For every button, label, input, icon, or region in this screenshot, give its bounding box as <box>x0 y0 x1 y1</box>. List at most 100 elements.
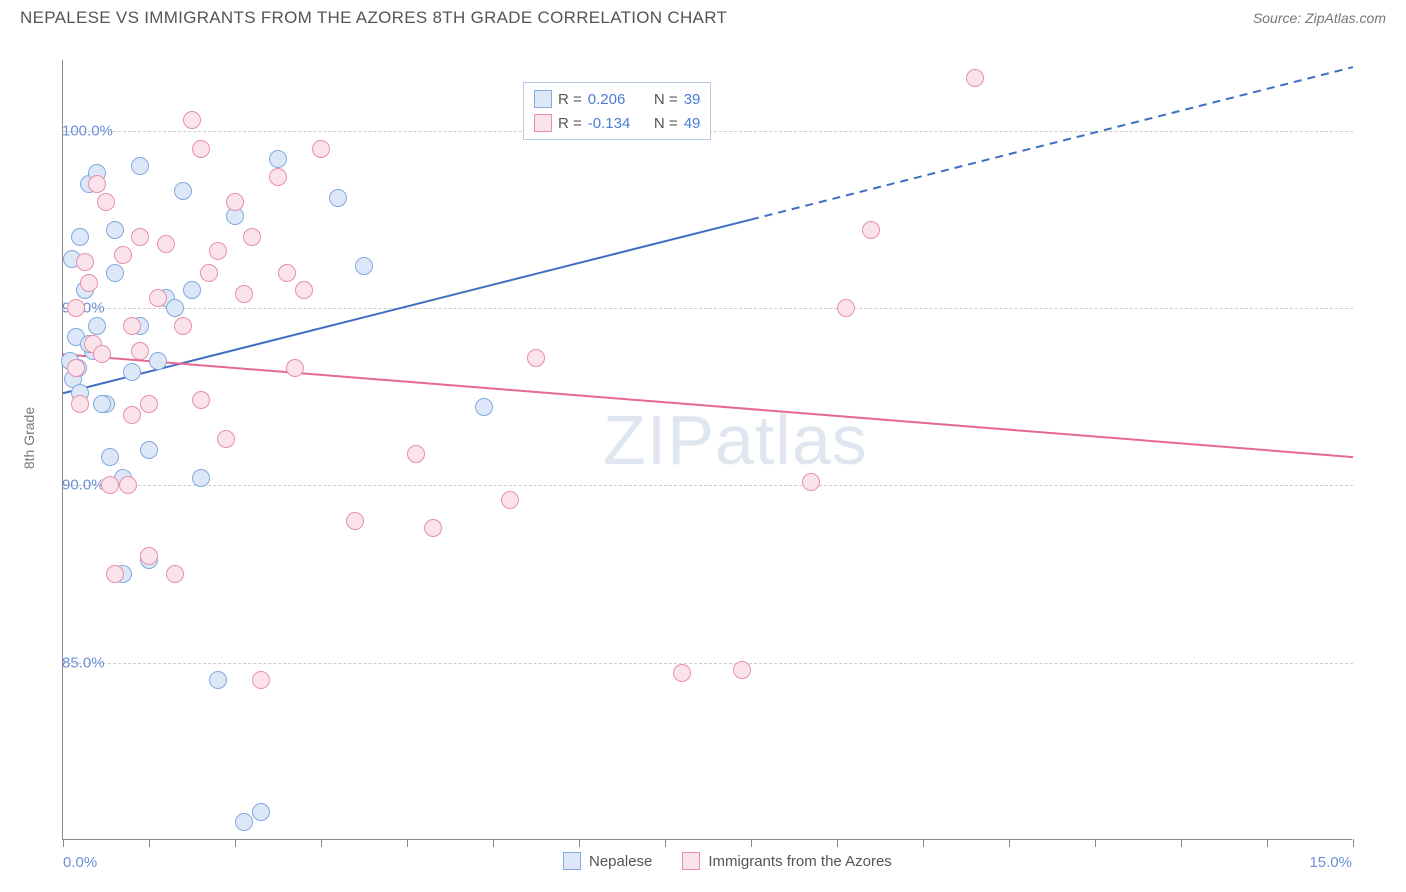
x-tick <box>665 839 666 847</box>
legend-top: R = 0.206 N = 39 R = -0.134 N = 49 <box>523 82 711 140</box>
scatter-point <box>192 140 210 158</box>
scatter-point <box>76 253 94 271</box>
scatter-point <box>733 661 751 679</box>
source-text: Source: ZipAtlas.com <box>1253 10 1386 26</box>
x-tick <box>1353 839 1354 847</box>
scatter-point <box>200 264 218 282</box>
scatter-point <box>140 441 158 459</box>
x-tick <box>63 839 64 847</box>
x-tick <box>1095 839 1096 847</box>
scatter-point <box>209 671 227 689</box>
scatter-point <box>131 157 149 175</box>
legend-swatch <box>563 852 581 870</box>
legend-swatch <box>534 114 552 132</box>
regression-lines <box>63 60 1353 840</box>
x-tick <box>1267 839 1268 847</box>
scatter-point <box>424 519 442 537</box>
scatter-point <box>862 221 880 239</box>
x-tick <box>923 839 924 847</box>
scatter-point <box>673 664 691 682</box>
legend-n-label: N = <box>650 115 678 132</box>
scatter-point <box>93 395 111 413</box>
scatter-point <box>157 235 175 253</box>
scatter-point <box>106 264 124 282</box>
scatter-point <box>252 671 270 689</box>
scatter-point <box>123 317 141 335</box>
x-tick <box>493 839 494 847</box>
scatter-point <box>278 264 296 282</box>
plot-area: 85.0%90.0%95.0%100.0%0.0%15.0%ZIPatlasR … <box>62 60 1352 840</box>
scatter-point <box>123 363 141 381</box>
legend-series-label: Nepalese <box>589 853 652 870</box>
x-tick <box>407 839 408 847</box>
scatter-point <box>329 189 347 207</box>
scatter-point <box>71 228 89 246</box>
legend-swatch <box>682 852 700 870</box>
scatter-point <box>209 242 227 260</box>
scatter-point <box>192 469 210 487</box>
scatter-point <box>93 345 111 363</box>
scatter-point <box>119 476 137 494</box>
scatter-point <box>166 299 184 317</box>
scatter-point <box>183 281 201 299</box>
scatter-point <box>166 565 184 583</box>
scatter-point <box>527 349 545 367</box>
scatter-point <box>149 289 167 307</box>
scatter-point <box>80 274 98 292</box>
x-tick <box>149 839 150 847</box>
x-tick <box>1009 839 1010 847</box>
scatter-point <box>243 228 261 246</box>
scatter-point <box>501 491 519 509</box>
scatter-point <box>106 565 124 583</box>
x-tick <box>321 839 322 847</box>
scatter-point <box>475 398 493 416</box>
scatter-point <box>217 430 235 448</box>
legend-r-label: R = <box>558 115 582 132</box>
x-tick <box>751 839 752 847</box>
scatter-point <box>252 803 270 821</box>
scatter-point <box>837 299 855 317</box>
scatter-point <box>235 285 253 303</box>
legend-bottom: Nepalese Immigrants from the Azores <box>563 852 892 870</box>
legend-swatch <box>534 90 552 108</box>
scatter-point <box>71 395 89 413</box>
scatter-point <box>312 140 330 158</box>
scatter-point <box>97 193 115 211</box>
legend-r-value: -0.134 <box>588 115 644 132</box>
scatter-point <box>140 547 158 565</box>
scatter-point <box>295 281 313 299</box>
scatter-point <box>114 246 132 264</box>
scatter-point <box>67 299 85 317</box>
legend-r-label: R = <box>558 91 582 108</box>
x-tick-label-min: 0.0% <box>63 854 97 871</box>
scatter-point <box>346 512 364 530</box>
x-tick-label-max: 15.0% <box>1309 854 1352 871</box>
scatter-point <box>183 111 201 129</box>
chart-container: 8th Grade 85.0%90.0%95.0%100.0%0.0%15.0%… <box>20 40 1386 860</box>
scatter-point <box>131 228 149 246</box>
scatter-point <box>88 317 106 335</box>
x-tick <box>235 839 236 847</box>
scatter-point <box>407 445 425 463</box>
y-axis-label: 8th Grade <box>21 407 37 469</box>
x-tick <box>1181 839 1182 847</box>
legend-n-value: 39 <box>684 91 701 108</box>
scatter-point <box>106 221 124 239</box>
legend-n-value: 49 <box>684 115 701 132</box>
x-tick <box>837 839 838 847</box>
scatter-point <box>286 359 304 377</box>
chart-title: NEPALESE VS IMMIGRANTS FROM THE AZORES 8… <box>20 8 727 28</box>
scatter-point <box>174 182 192 200</box>
scatter-point <box>174 317 192 335</box>
scatter-point <box>149 352 167 370</box>
scatter-point <box>101 476 119 494</box>
scatter-point <box>226 193 244 211</box>
legend-r-value: 0.206 <box>588 91 644 108</box>
legend-series-label: Immigrants from the Azores <box>708 853 891 870</box>
scatter-point <box>966 69 984 87</box>
scatter-point <box>123 406 141 424</box>
legend-n-label: N = <box>650 91 678 108</box>
scatter-point <box>802 473 820 491</box>
scatter-point <box>269 168 287 186</box>
scatter-point <box>355 257 373 275</box>
